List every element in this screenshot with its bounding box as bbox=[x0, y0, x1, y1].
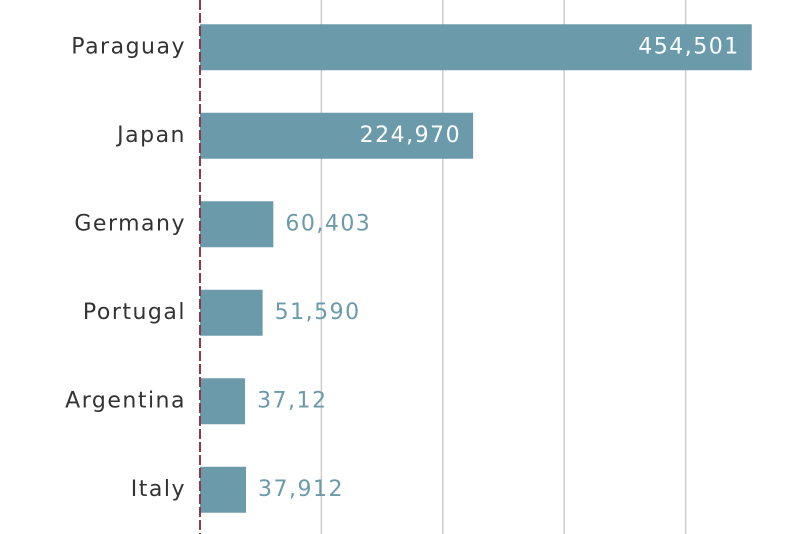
y-tick-label: Portugal bbox=[83, 300, 186, 325]
bar bbox=[200, 24, 752, 71]
bar bbox=[200, 201, 274, 248]
value-label: 51,590 bbox=[275, 300, 361, 325]
value-label: 60,403 bbox=[285, 211, 371, 236]
bar bbox=[200, 289, 263, 336]
value-label: 37,912 bbox=[258, 477, 344, 502]
value-label: 224,970 bbox=[360, 123, 461, 148]
bar bbox=[200, 112, 474, 159]
value-label: 454,501 bbox=[638, 34, 739, 59]
y-tick-label: Paraguay bbox=[71, 34, 186, 59]
y-tick-label: Italy bbox=[131, 477, 186, 502]
y-tick-label: Argentina bbox=[65, 388, 186, 413]
y-tick-label: Germany bbox=[74, 211, 186, 236]
y-tick-label: Japan bbox=[115, 123, 186, 148]
value-label: 37,12 bbox=[257, 388, 327, 413]
bar bbox=[200, 466, 247, 513]
bar bbox=[200, 378, 246, 425]
